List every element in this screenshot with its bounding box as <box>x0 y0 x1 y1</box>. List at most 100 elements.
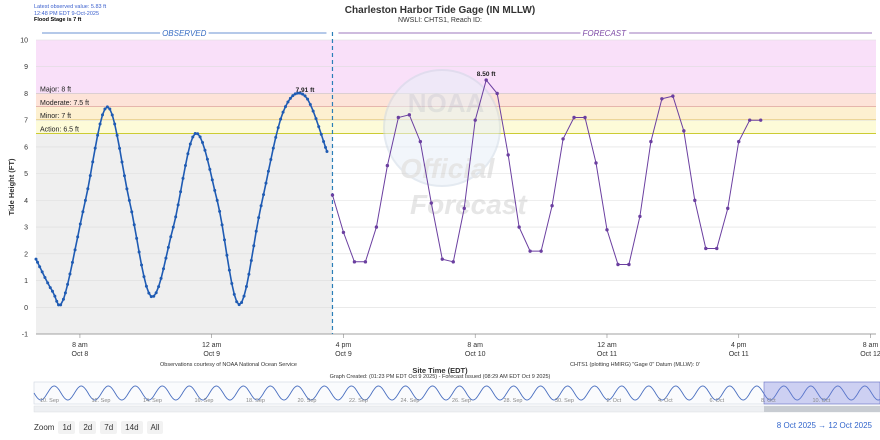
range-arrow: → <box>818 421 827 430</box>
y-tick-label: 4 <box>24 198 28 205</box>
x-tick-label-time: 8 am <box>863 342 879 349</box>
x-tick-label-date: Oct 11 <box>597 351 617 358</box>
data-point-forecast <box>506 153 510 157</box>
data-point-observed <box>222 238 226 242</box>
range-from[interactable]: 8 Oct 2025 <box>776 421 816 430</box>
y-tick-label: 3 <box>24 225 28 232</box>
data-point-observed <box>113 122 117 126</box>
data-point-observed <box>144 284 148 288</box>
data-point-observed <box>257 216 261 220</box>
zoom-2d-button[interactable]: 2d <box>79 421 97 434</box>
data-point-observed <box>110 113 114 117</box>
data-point-observed <box>210 178 214 182</box>
navigator-scrollbar[interactable] <box>33 405 880 413</box>
data-point-observed <box>70 260 74 264</box>
data-point-observed <box>132 223 136 227</box>
data-point-observed <box>152 294 156 298</box>
data-point-observed <box>244 284 248 288</box>
data-point-forecast <box>517 225 521 229</box>
data-point-observed <box>183 163 187 167</box>
data-point-observed <box>314 117 318 121</box>
zoom-all-button[interactable]: All <box>146 421 164 434</box>
data-point-forecast <box>550 204 554 208</box>
navigator-date-label: 18. Sep <box>246 398 265 404</box>
data-point-observed <box>100 113 104 117</box>
x-axis-label: Site Time (EDT) <box>412 366 468 375</box>
data-point-observed <box>91 160 95 164</box>
data-point-observed <box>301 92 305 96</box>
data-point-forecast <box>715 246 719 251</box>
x-tick-label-time: 4 pm <box>731 342 747 349</box>
navigator-date-label: 22. Sep <box>349 398 368 404</box>
region-label-bg <box>160 29 209 38</box>
data-point-observed <box>203 148 207 152</box>
data-point-observed <box>73 248 77 252</box>
data-point-observed <box>218 209 222 213</box>
data-point-observed <box>34 257 38 261</box>
data-point-forecast <box>627 262 631 267</box>
data-point-observed <box>281 110 285 114</box>
data-point-observed <box>174 215 178 219</box>
navigator-date-label: 28. Sep <box>504 398 523 404</box>
data-point-observed <box>125 187 129 191</box>
navigator-date-label: 12. Sep <box>92 398 111 404</box>
data-point-observed <box>308 102 312 106</box>
zoom-7d-button[interactable]: 7d <box>100 421 118 434</box>
data-point-forecast <box>605 228 609 232</box>
flood-stage-note: Flood Stage is 7 ft <box>34 17 82 23</box>
graph-created-note: Graph Created: (01:23 PM EDT Oct 9 2025)… <box>329 374 551 380</box>
y-tick-label: 8 <box>24 91 28 98</box>
navigator-scrollbar-thumb[interactable] <box>764 406 880 412</box>
data-point-observed <box>303 94 307 98</box>
y-tick-label: 9 <box>24 64 28 71</box>
x-tick-label-date: Oct 12 <box>860 351 880 358</box>
data-point-observed <box>227 268 231 272</box>
data-point-observed <box>193 132 197 136</box>
flood-category-label-0: Major: 8 ft <box>40 86 71 93</box>
data-point-observed <box>232 292 236 296</box>
data-point-observed <box>319 132 323 136</box>
data-point-forecast <box>495 91 499 96</box>
data-point-forecast <box>638 214 642 219</box>
data-point-observed <box>266 169 270 173</box>
data-point-observed <box>130 210 134 214</box>
data-point-observed <box>179 190 183 194</box>
navigator-date-label: 4. Oct <box>658 398 673 404</box>
data-point-observed <box>237 303 241 307</box>
data-point-observed <box>188 142 192 146</box>
data-point-observed <box>120 160 124 164</box>
watermark-line1: Official <box>400 153 496 184</box>
navigator-series <box>33 385 880 401</box>
data-point-observed <box>78 222 82 226</box>
data-point-forecast <box>693 198 697 203</box>
data-point-observed <box>66 282 70 286</box>
zoom-14d-button[interactable]: 14d <box>121 421 143 434</box>
data-point-observed <box>59 303 63 307</box>
data-point-observed <box>225 253 229 257</box>
data-point-observed <box>198 135 202 139</box>
navigator-date-label: 16. Sep <box>195 398 214 404</box>
data-point-observed <box>254 229 258 233</box>
data-point-observed <box>213 188 217 192</box>
data-point-observed <box>135 236 139 240</box>
data-point-forecast <box>660 97 664 101</box>
data-point-observed <box>283 105 287 109</box>
y-tick-label: -1 <box>22 332 28 339</box>
x-tick-label-time: 8 am <box>467 342 483 349</box>
data-point-forecast <box>572 115 576 120</box>
data-point-observed <box>154 291 158 295</box>
data-point-observed <box>293 92 297 96</box>
data-point-observed <box>191 135 195 139</box>
noaa-logo-text: NOAA <box>408 88 485 118</box>
y-tick-label: 2 <box>24 251 28 258</box>
x-tick-label-time: 8 am <box>72 342 88 349</box>
data-point-observed <box>48 286 52 290</box>
x-tick-label-time: 4 pm <box>336 342 352 349</box>
range-to[interactable]: 12 Oct 2025 <box>828 421 872 430</box>
data-point-observed <box>122 174 126 178</box>
data-point-observed <box>86 187 90 191</box>
data-point-forecast <box>726 206 730 211</box>
navigator-selection[interactable] <box>763 381 880 405</box>
zoom-1d-button[interactable]: 1d <box>58 421 76 434</box>
data-point-observed <box>186 152 190 156</box>
